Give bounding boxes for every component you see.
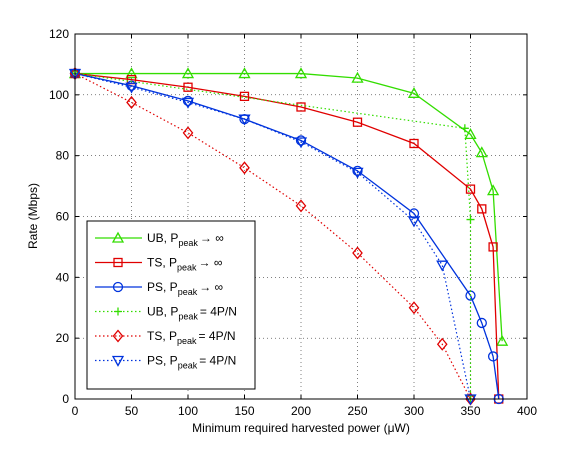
plot-frame: [74, 33, 528, 400]
data-point-plus: [460, 124, 469, 133]
y-tick-label: 120: [49, 27, 69, 41]
legend-entry: TS, Ppeak → ∞: [95, 256, 222, 273]
y-tick-label: 60: [56, 210, 70, 224]
legend-label: PS, Ppeak → ∞: [147, 280, 223, 297]
data-point-diamond: [126, 95, 137, 109]
data-point-circle: [408, 208, 420, 219]
legend-entry: TS, Ppeak = 4P/N: [95, 329, 236, 346]
data-point-diamond: [352, 246, 363, 260]
data-point-circle: [476, 317, 487, 329]
data-point-triangle-down: [351, 167, 364, 179]
y-tick-label: 0: [62, 392, 69, 406]
y-axis-title: Rate (Mbps): [26, 183, 40, 249]
data-point-triangle-down: [181, 97, 195, 109]
data-point-triangle-down: [436, 260, 449, 272]
legend-entry: UB, Ppeak → ∞: [95, 231, 224, 248]
data-point-plus: [466, 215, 475, 224]
data-point-triangle-down: [111, 355, 125, 367]
data-point-square: [477, 204, 487, 214]
data-point-diamond: [239, 161, 250, 175]
data-point-square: [409, 138, 419, 149]
data-point-square: [488, 242, 498, 252]
axes: 0 50 100 150 200 250 300 350 400 0 20 40 60 80 100 120: [49, 27, 537, 418]
legend: UB, Ppeak → ∞ TS, Ppeak → ∞ PS, Ppeak → ∞ UB, …: [86, 220, 256, 390]
series-line: [74, 72, 472, 400]
data-point-triangle-up: [464, 128, 477, 140]
data-point-triangle-up: [125, 67, 138, 79]
data-point-diamond: [295, 199, 307, 213]
series-line: [74, 72, 500, 400]
data-point-diamond: [436, 337, 448, 351]
data-point-square: [465, 184, 476, 194]
data-point-triangle-down: [125, 82, 138, 94]
legend-label: UB, Ppeak = 4P/N: [147, 305, 237, 322]
legend-label: TS, Ppeak = 4P/N: [147, 329, 236, 346]
data-point-square: [296, 102, 306, 112]
data-point-circle: [295, 135, 307, 146]
x-tick-label: 400: [517, 404, 537, 418]
x-tick-label: 250: [347, 404, 367, 418]
data-point-triangle-up: [475, 146, 488, 158]
data-point-triangle-down: [294, 137, 308, 149]
legend-entry: PS, Ppeak = 4P/N: [95, 354, 236, 371]
data-point-triangle-up: [486, 184, 500, 196]
data-point-square: [113, 257, 123, 268]
series-line: [74, 72, 500, 400]
data-point-plus: [114, 307, 122, 316]
data-point-triangle-up: [238, 67, 251, 79]
y-tick-label: 100: [49, 88, 69, 102]
legend-label: TS, Ppeak → ∞: [147, 256, 222, 273]
x-tick-label: 100: [178, 404, 198, 418]
y-tick-label: 40: [56, 270, 70, 284]
data-point-triangle-up: [407, 86, 421, 98]
x-axis-title: Minimum required harvested power (μW): [192, 421, 410, 435]
data-point-square: [183, 82, 193, 92]
data-point-triangle-up: [294, 67, 308, 79]
data-point-triangle-up: [181, 67, 195, 79]
legend-label: PS, Ppeak = 4P/N: [147, 354, 236, 371]
series-line: [75, 72, 503, 342]
grid: [75, 34, 527, 399]
legend-entry: PS, Ppeak → ∞: [95, 280, 223, 297]
data-point-square: [352, 117, 363, 127]
data-point-circle: [487, 351, 499, 362]
data-point-triangle-down: [407, 216, 421, 228]
y-tick-label: 80: [56, 149, 70, 163]
x-tick-label: 350: [460, 404, 480, 418]
data-point-triangle-up: [351, 71, 364, 83]
x-tick-label: 50: [125, 404, 139, 418]
data-point-circle: [182, 95, 194, 107]
x-tick-label: 150: [234, 404, 254, 418]
y-tick-label: 20: [56, 331, 70, 345]
data-point-diamond: [408, 301, 420, 315]
data-point-diamond: [182, 126, 194, 140]
data-point-triangle-up: [496, 334, 509, 346]
data-point-square: [239, 91, 250, 102]
data-point-circle: [352, 165, 363, 177]
legend-label: UB, Ppeak → ∞: [147, 231, 224, 248]
data-point-triangle-down: [238, 114, 251, 126]
series-line: [74, 73, 472, 400]
data-point-triangle-up: [111, 231, 125, 243]
x-tick-label: 200: [291, 404, 311, 418]
data-point-circle: [112, 281, 124, 293]
x-tick-label: 0: [72, 404, 79, 418]
x-tick-label: 300: [404, 404, 424, 418]
legend-entry: UB, Ppeak = 4P/N: [95, 305, 237, 322]
data-point-diamond: [112, 329, 124, 343]
